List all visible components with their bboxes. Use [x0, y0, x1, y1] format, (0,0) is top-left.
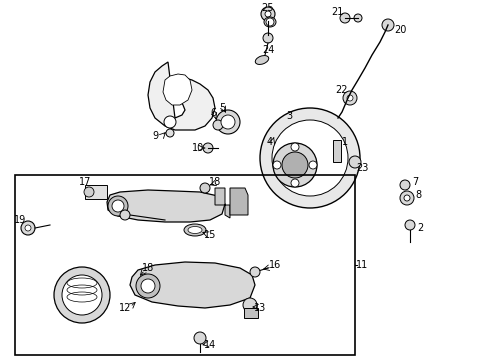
Circle shape	[265, 11, 271, 17]
Circle shape	[141, 279, 155, 293]
Circle shape	[347, 95, 353, 101]
Text: 21: 21	[331, 7, 343, 17]
Circle shape	[54, 267, 110, 323]
Circle shape	[349, 156, 361, 168]
Bar	[282, 122, 296, 134]
Text: 12: 12	[119, 303, 131, 313]
Ellipse shape	[264, 17, 276, 27]
Circle shape	[62, 275, 102, 315]
Text: 2: 2	[417, 223, 423, 233]
Circle shape	[291, 179, 299, 187]
Circle shape	[282, 152, 308, 178]
Circle shape	[216, 110, 240, 134]
Circle shape	[164, 116, 176, 128]
Text: 23: 23	[356, 163, 368, 173]
Circle shape	[250, 267, 260, 277]
Circle shape	[260, 108, 360, 208]
Circle shape	[194, 332, 206, 344]
Text: 19: 19	[14, 215, 26, 225]
Text: 8: 8	[415, 190, 421, 200]
Circle shape	[405, 220, 415, 230]
Circle shape	[400, 180, 410, 190]
Circle shape	[243, 298, 257, 312]
Circle shape	[203, 143, 213, 153]
Circle shape	[340, 13, 350, 23]
Circle shape	[400, 191, 414, 205]
Circle shape	[221, 115, 235, 129]
Circle shape	[273, 161, 281, 169]
Polygon shape	[163, 74, 192, 105]
Circle shape	[200, 183, 210, 193]
Text: 3: 3	[286, 111, 292, 121]
Text: 13: 13	[254, 303, 266, 313]
Polygon shape	[107, 190, 225, 222]
Bar	[244, 308, 258, 318]
Circle shape	[21, 221, 35, 235]
Circle shape	[263, 33, 273, 43]
Text: 17: 17	[79, 177, 91, 187]
Text: 10: 10	[192, 143, 204, 153]
Text: 5: 5	[219, 103, 225, 113]
Circle shape	[108, 196, 128, 216]
Circle shape	[120, 210, 130, 220]
Ellipse shape	[255, 55, 269, 64]
Text: 7: 7	[412, 177, 418, 187]
Text: 1: 1	[342, 137, 348, 147]
Text: 22: 22	[336, 85, 348, 95]
Polygon shape	[148, 62, 215, 130]
Circle shape	[84, 187, 94, 197]
Circle shape	[112, 200, 124, 212]
Text: 24: 24	[262, 45, 274, 55]
Polygon shape	[230, 188, 248, 215]
Bar	[333, 140, 341, 162]
Text: 25: 25	[262, 3, 274, 13]
Text: 11: 11	[356, 260, 368, 270]
Polygon shape	[215, 188, 230, 218]
Circle shape	[291, 143, 299, 151]
Circle shape	[404, 195, 410, 201]
Ellipse shape	[184, 224, 206, 236]
Bar	[85, 185, 107, 199]
Circle shape	[270, 130, 280, 140]
Circle shape	[261, 7, 275, 21]
Circle shape	[266, 18, 274, 26]
Text: 14: 14	[204, 340, 216, 350]
Circle shape	[272, 120, 348, 196]
Circle shape	[382, 19, 394, 31]
Circle shape	[25, 225, 31, 231]
Text: 15: 15	[204, 230, 216, 240]
Text: 16: 16	[269, 260, 281, 270]
Circle shape	[309, 161, 317, 169]
Circle shape	[213, 120, 223, 130]
Text: 20: 20	[394, 25, 406, 35]
Bar	[15, 175, 355, 355]
Text: 6: 6	[210, 108, 216, 118]
Text: 18: 18	[209, 177, 221, 187]
Polygon shape	[130, 262, 255, 308]
Circle shape	[354, 14, 362, 22]
Circle shape	[166, 129, 174, 137]
Circle shape	[343, 91, 357, 105]
Circle shape	[273, 143, 317, 187]
Text: 4: 4	[267, 137, 273, 147]
Circle shape	[136, 274, 160, 298]
Ellipse shape	[188, 226, 202, 234]
Text: 9: 9	[152, 131, 158, 141]
Text: 18: 18	[142, 263, 154, 273]
